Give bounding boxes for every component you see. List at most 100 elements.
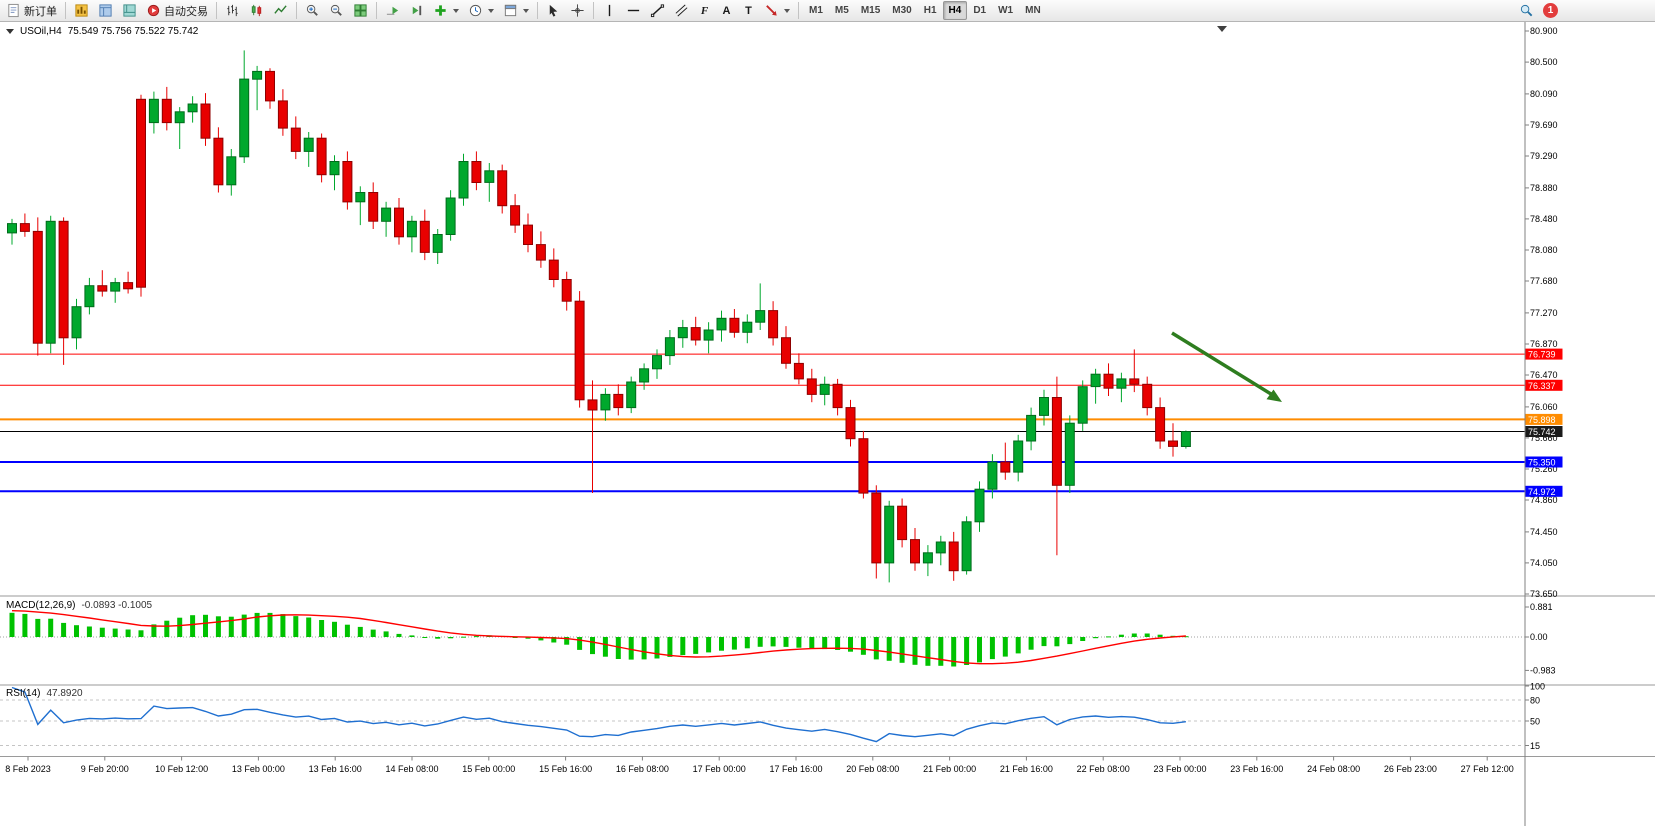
candle [419, 220, 430, 253]
search-button[interactable] [1515, 1, 1538, 20]
data-window-button[interactable] [94, 1, 117, 20]
candlestick-button[interactable] [245, 1, 268, 20]
macd-bar [835, 637, 841, 650]
time-axis-label: 13 Feb 16:00 [309, 764, 362, 774]
tile-windows-button[interactable] [349, 1, 372, 20]
price-axis-label: 74.050 [1530, 558, 1558, 568]
zoom-in-icon [306, 4, 318, 16]
macd-bar [370, 629, 376, 637]
bar-chart-button[interactable] [221, 1, 244, 20]
macd-bar [1144, 633, 1150, 637]
channel-button[interactable] [670, 1, 693, 20]
bar-chart-icon [227, 4, 238, 17]
macd-bar [744, 637, 750, 649]
templates-button[interactable] [499, 1, 533, 20]
zoom-out-button[interactable] [325, 1, 348, 20]
horizontal-line-button[interactable] [622, 1, 645, 20]
text-label-button[interactable]: T [738, 1, 759, 20]
candle [290, 127, 301, 152]
trendline-button[interactable] [646, 1, 669, 20]
line-chart-button[interactable] [269, 1, 292, 20]
chart-shift-button[interactable] [405, 1, 428, 20]
macd-bar [9, 612, 15, 637]
chart-canvas[interactable]: 80.900 80.500 80.090 79.690 79.290 78.880 78.4… [0, 22, 1655, 826]
periods-button[interactable] [464, 1, 498, 20]
rsi-axis-label: 100 [1530, 682, 1545, 692]
chevron-down-icon [488, 8, 494, 13]
arrows-button[interactable] [760, 1, 794, 20]
price-axis-label: 76.470 [1530, 370, 1558, 380]
macd-bar [951, 637, 957, 667]
timeframe-mn-button[interactable]: MN [1019, 1, 1047, 20]
text-button[interactable]: A [716, 1, 737, 20]
macd-bar [551, 637, 557, 643]
chart-area: 80.900 80.500 80.090 79.690 79.290 78.880 78.4… [0, 22, 1655, 826]
macd-bar [1080, 637, 1086, 641]
indicators-button[interactable] [429, 1, 463, 20]
terminal-button[interactable] [118, 1, 141, 20]
price-axis-label: 78.480 [1530, 214, 1558, 224]
macd-bar [1002, 637, 1008, 657]
macd-label: MACD(12,26,9) -0.0893 -0.1005 [6, 600, 152, 611]
macd-values: -0.0893 -0.1005 [81, 600, 153, 611]
market-watch-button[interactable] [70, 1, 93, 20]
notification-badge[interactable]: 1 [1543, 3, 1558, 18]
candle [574, 300, 585, 401]
crosshair-button[interactable] [566, 1, 589, 20]
candle [858, 438, 869, 494]
toolbar-separator [376, 2, 377, 19]
timeframe-m1-button[interactable]: M1 [803, 1, 829, 20]
macd-bar [332, 621, 337, 637]
macd-bar [848, 637, 853, 652]
candle [187, 103, 198, 113]
candle [252, 70, 263, 80]
rsi-axis-label: 50 [1530, 717, 1540, 727]
time-axis-label: 9 Feb 20:00 [81, 764, 129, 774]
candle [471, 161, 482, 183]
price-axis-label: 76.060 [1530, 402, 1558, 412]
candle [123, 282, 134, 290]
timeframe-w1-button[interactable]: W1 [992, 1, 1019, 20]
autotrading-button[interactable]: 自动交易 [142, 1, 212, 20]
timeframe-h4-button[interactable]: H4 [942, 1, 968, 20]
time-axis-label: 27 Feb 12:00 [1461, 764, 1514, 774]
candle [922, 552, 933, 564]
time-axis-label: 8 Feb 2023 [5, 764, 51, 774]
zoom-in-button[interactable] [301, 1, 324, 20]
candlestick-icon [251, 4, 262, 17]
label-tool-icon: T [745, 4, 752, 17]
price-tag [1525, 485, 1563, 497]
candle [1155, 407, 1166, 442]
macd-bar [241, 614, 247, 637]
timeframe-m30-button[interactable]: M30 [886, 1, 917, 20]
macd-axis-label: 0.00 [1530, 632, 1548, 642]
vertical-line-button[interactable] [598, 1, 621, 20]
macd-bar [615, 637, 621, 659]
macd-bar [1015, 637, 1021, 654]
cursor-button[interactable] [542, 1, 565, 20]
data-window-icon [99, 4, 112, 17]
candle [239, 78, 250, 158]
macd-bar [280, 614, 286, 637]
price-axis-label: 75.260 [1530, 464, 1558, 474]
time-axis-label: 26 Feb 23:00 [1384, 764, 1437, 774]
timeframe-m15-button[interactable]: M15 [855, 1, 886, 20]
timeframe-m5-button[interactable]: M5 [829, 1, 855, 20]
macd-bar [319, 620, 325, 637]
candle [58, 220, 69, 339]
timeframe-h1-button[interactable]: H1 [918, 1, 943, 20]
chart-dropdown-icon[interactable] [6, 29, 14, 34]
macd-bar [1067, 637, 1073, 645]
toolbar-separator [798, 2, 799, 19]
new-order-button[interactable]: 新订单 [2, 1, 61, 20]
candle [342, 161, 353, 203]
macd-bar [383, 631, 389, 637]
candle [7, 223, 17, 234]
auto-scroll-button[interactable] [381, 1, 404, 20]
macd-bar [667, 637, 673, 657]
fibonacci-button[interactable]: F [694, 1, 715, 20]
macd-bar [822, 637, 828, 650]
timeframe-d1-button[interactable]: D1 [967, 1, 992, 20]
candle [755, 310, 766, 323]
